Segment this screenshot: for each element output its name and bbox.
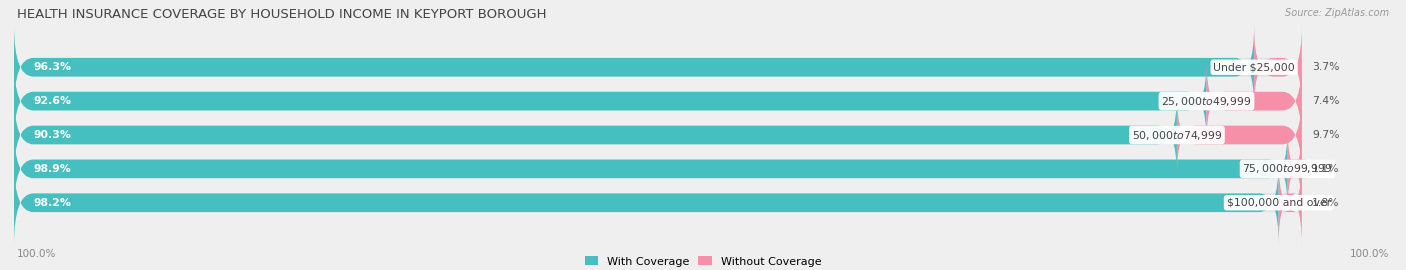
FancyBboxPatch shape (14, 161, 1302, 244)
Text: 98.2%: 98.2% (34, 198, 72, 208)
FancyBboxPatch shape (14, 26, 1302, 109)
Text: $50,000 to $74,999: $50,000 to $74,999 (1132, 129, 1222, 141)
Text: $75,000 to $99,999: $75,000 to $99,999 (1243, 162, 1333, 176)
Legend: With Coverage, Without Coverage: With Coverage, Without Coverage (581, 252, 825, 270)
FancyBboxPatch shape (1282, 127, 1308, 210)
FancyBboxPatch shape (14, 93, 1177, 177)
FancyBboxPatch shape (14, 60, 1206, 143)
FancyBboxPatch shape (1177, 93, 1302, 177)
FancyBboxPatch shape (14, 60, 1302, 143)
Text: 7.4%: 7.4% (1312, 96, 1340, 106)
Text: Under $25,000: Under $25,000 (1213, 62, 1295, 72)
Text: 9.7%: 9.7% (1312, 130, 1340, 140)
Text: $25,000 to $49,999: $25,000 to $49,999 (1161, 94, 1251, 108)
FancyBboxPatch shape (14, 127, 1302, 210)
Text: 1.8%: 1.8% (1312, 198, 1340, 208)
Text: 96.3%: 96.3% (34, 62, 72, 72)
Text: $100,000 and over: $100,000 and over (1226, 198, 1330, 208)
Text: 98.9%: 98.9% (34, 164, 72, 174)
Text: 90.3%: 90.3% (34, 130, 72, 140)
FancyBboxPatch shape (1206, 60, 1302, 143)
Text: Source: ZipAtlas.com: Source: ZipAtlas.com (1285, 8, 1389, 18)
Text: 100.0%: 100.0% (17, 249, 56, 259)
FancyBboxPatch shape (1254, 26, 1302, 109)
Text: 100.0%: 100.0% (1350, 249, 1389, 259)
FancyBboxPatch shape (14, 127, 1288, 210)
FancyBboxPatch shape (1278, 161, 1302, 244)
Text: HEALTH INSURANCE COVERAGE BY HOUSEHOLD INCOME IN KEYPORT BOROUGH: HEALTH INSURANCE COVERAGE BY HOUSEHOLD I… (17, 8, 547, 21)
Text: 3.7%: 3.7% (1312, 62, 1340, 72)
Text: 92.6%: 92.6% (34, 96, 72, 106)
Text: 1.1%: 1.1% (1312, 164, 1340, 174)
FancyBboxPatch shape (14, 26, 1254, 109)
FancyBboxPatch shape (14, 161, 1278, 244)
FancyBboxPatch shape (14, 93, 1302, 177)
